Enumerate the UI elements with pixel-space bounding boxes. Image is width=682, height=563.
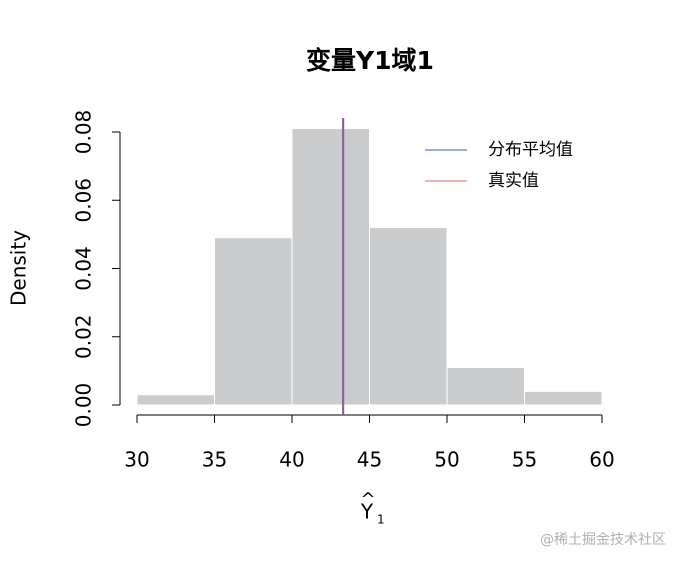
x-axis-label-subscript: 1: [377, 513, 385, 527]
x-tick-label: 30: [124, 448, 149, 472]
x-tick-label: 50: [434, 448, 459, 472]
x-tick-label: 55: [512, 448, 537, 472]
y-axis-label: Density: [7, 230, 31, 306]
bar: [524, 390, 603, 406]
x-tick-label: 60: [589, 448, 614, 472]
x-axis-hat: ^: [360, 489, 375, 510]
y-tick-label: 0.06: [72, 178, 96, 223]
x-tick-label: 45: [357, 448, 382, 472]
x-axis-label: Y: [360, 500, 374, 524]
y-tick-label: 0.04: [72, 246, 96, 291]
bar: [291, 128, 370, 406]
legend-label: 分布平均值: [488, 140, 573, 160]
x-tick-label: 35: [202, 448, 227, 472]
watermark: @稀土掘金技术社区: [540, 532, 666, 548]
bar: [446, 366, 525, 406]
legend-label: 真实值: [488, 171, 539, 191]
x-tick-label: 40: [279, 448, 304, 472]
y-tick-label: 0.02: [72, 314, 96, 359]
y-tick-label: 0.08: [72, 110, 96, 155]
y-tick-label: 0.00: [72, 383, 96, 428]
bar: [369, 227, 448, 406]
bar: [214, 237, 293, 406]
chart-title: 变量Y1域1: [306, 46, 434, 75]
bar: [136, 394, 215, 406]
